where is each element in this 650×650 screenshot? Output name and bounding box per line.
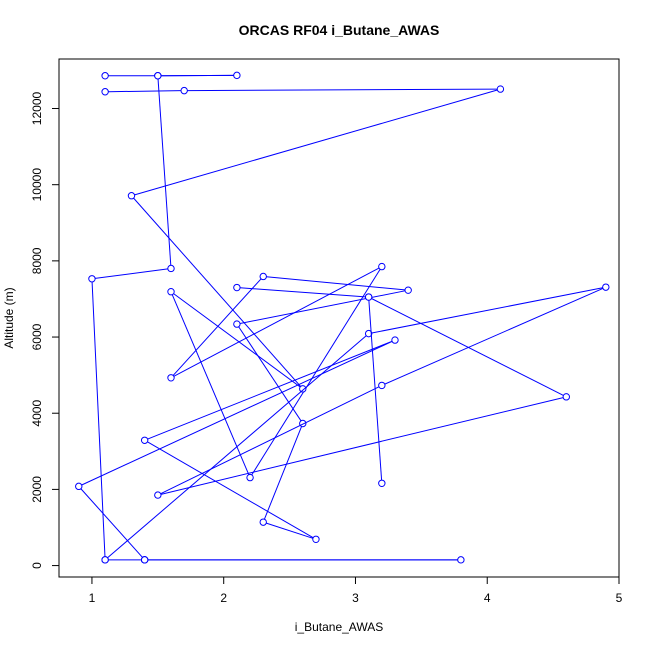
series-segment: [266, 522, 314, 539]
data-point: [562, 393, 570, 401]
series-segment: [147, 441, 314, 539]
data-point: [101, 556, 109, 564]
data-point: [233, 71, 241, 80]
series-segment: [95, 268, 168, 279]
y-axis-label: Altitude (m): [2, 287, 16, 348]
y-tick-label: 8000: [30, 247, 44, 274]
series-segment: [108, 90, 181, 93]
series-segment: [173, 267, 380, 377]
series-segment: [238, 326, 302, 422]
series-segment: [371, 298, 564, 396]
data-point: [299, 385, 307, 393]
data-point: [233, 283, 241, 292]
data-point: [496, 85, 505, 93]
data-point: [167, 264, 175, 273]
data-point: [140, 556, 149, 564]
x-tick-label: 2: [220, 591, 227, 605]
series-segment: [81, 340, 393, 486]
series-segment: [263, 426, 303, 520]
data-point: [378, 479, 386, 488]
y-tick-label: 10000: [30, 168, 44, 202]
data-point: [259, 518, 267, 526]
y-tick-label: 0: [30, 562, 44, 569]
series-segment: [251, 269, 381, 476]
series-segment: [91, 281, 106, 557]
series-segment: [133, 197, 302, 387]
series-segment: [157, 78, 172, 266]
x-tick-label: 4: [484, 591, 491, 605]
series-segment: [239, 290, 406, 324]
data-point: [233, 320, 241, 328]
data-point: [101, 88, 109, 96]
data-point: [259, 272, 267, 281]
data-point: [378, 381, 386, 390]
x-tick-label: 1: [89, 591, 96, 605]
data-point: [154, 491, 162, 499]
data-point: [391, 336, 399, 344]
y-tick-label: 6000: [30, 323, 44, 350]
data-point: [88, 275, 96, 283]
data-point: [167, 374, 175, 382]
series-segment: [240, 287, 366, 298]
data-series: [75, 71, 610, 564]
data-point: [140, 436, 149, 444]
y-tick-label: 4000: [30, 400, 44, 427]
data-point: [167, 288, 175, 296]
y-tick-label: 2000: [30, 476, 44, 503]
plot-frame: [58, 58, 620, 578]
data-point: [246, 473, 254, 482]
series-segment: [384, 287, 604, 385]
data-point: [75, 482, 83, 491]
series-segment: [134, 89, 498, 196]
y-tick-label: 12000: [30, 92, 44, 126]
series-segment: [171, 294, 250, 475]
data-point: [364, 293, 373, 301]
series-segment: [107, 335, 367, 559]
x-tick-label: 3: [352, 591, 359, 605]
series-segment: [160, 386, 380, 495]
data-point: [154, 72, 162, 80]
series-segment: [172, 278, 262, 376]
series-segment: [368, 300, 383, 481]
data-point: [127, 192, 136, 200]
data-point: [602, 283, 610, 291]
data-point: [312, 535, 320, 543]
x-axis-label: i_Butane_AWAS: [295, 620, 384, 634]
x-tick-label: 5: [616, 591, 623, 605]
data-point: [101, 72, 109, 80]
data-point: [378, 262, 386, 271]
series-segment: [160, 397, 564, 495]
series-segment: [173, 293, 301, 388]
chart-title: ORCAS RF04 i_Butane_AWAS: [239, 22, 440, 38]
data-point: [404, 286, 412, 294]
series-segment: [80, 488, 143, 558]
axis-ticks: 1 2 3 4 5 0 2000 4000 6000 8000 10000 12000: [30, 92, 623, 605]
series-segment: [187, 88, 498, 92]
series-segment: [147, 340, 393, 440]
data-point: [180, 86, 188, 95]
series-segment: [266, 276, 406, 291]
data-point: [364, 329, 373, 338]
series-segment: [371, 287, 603, 334]
data-point: [457, 556, 465, 564]
